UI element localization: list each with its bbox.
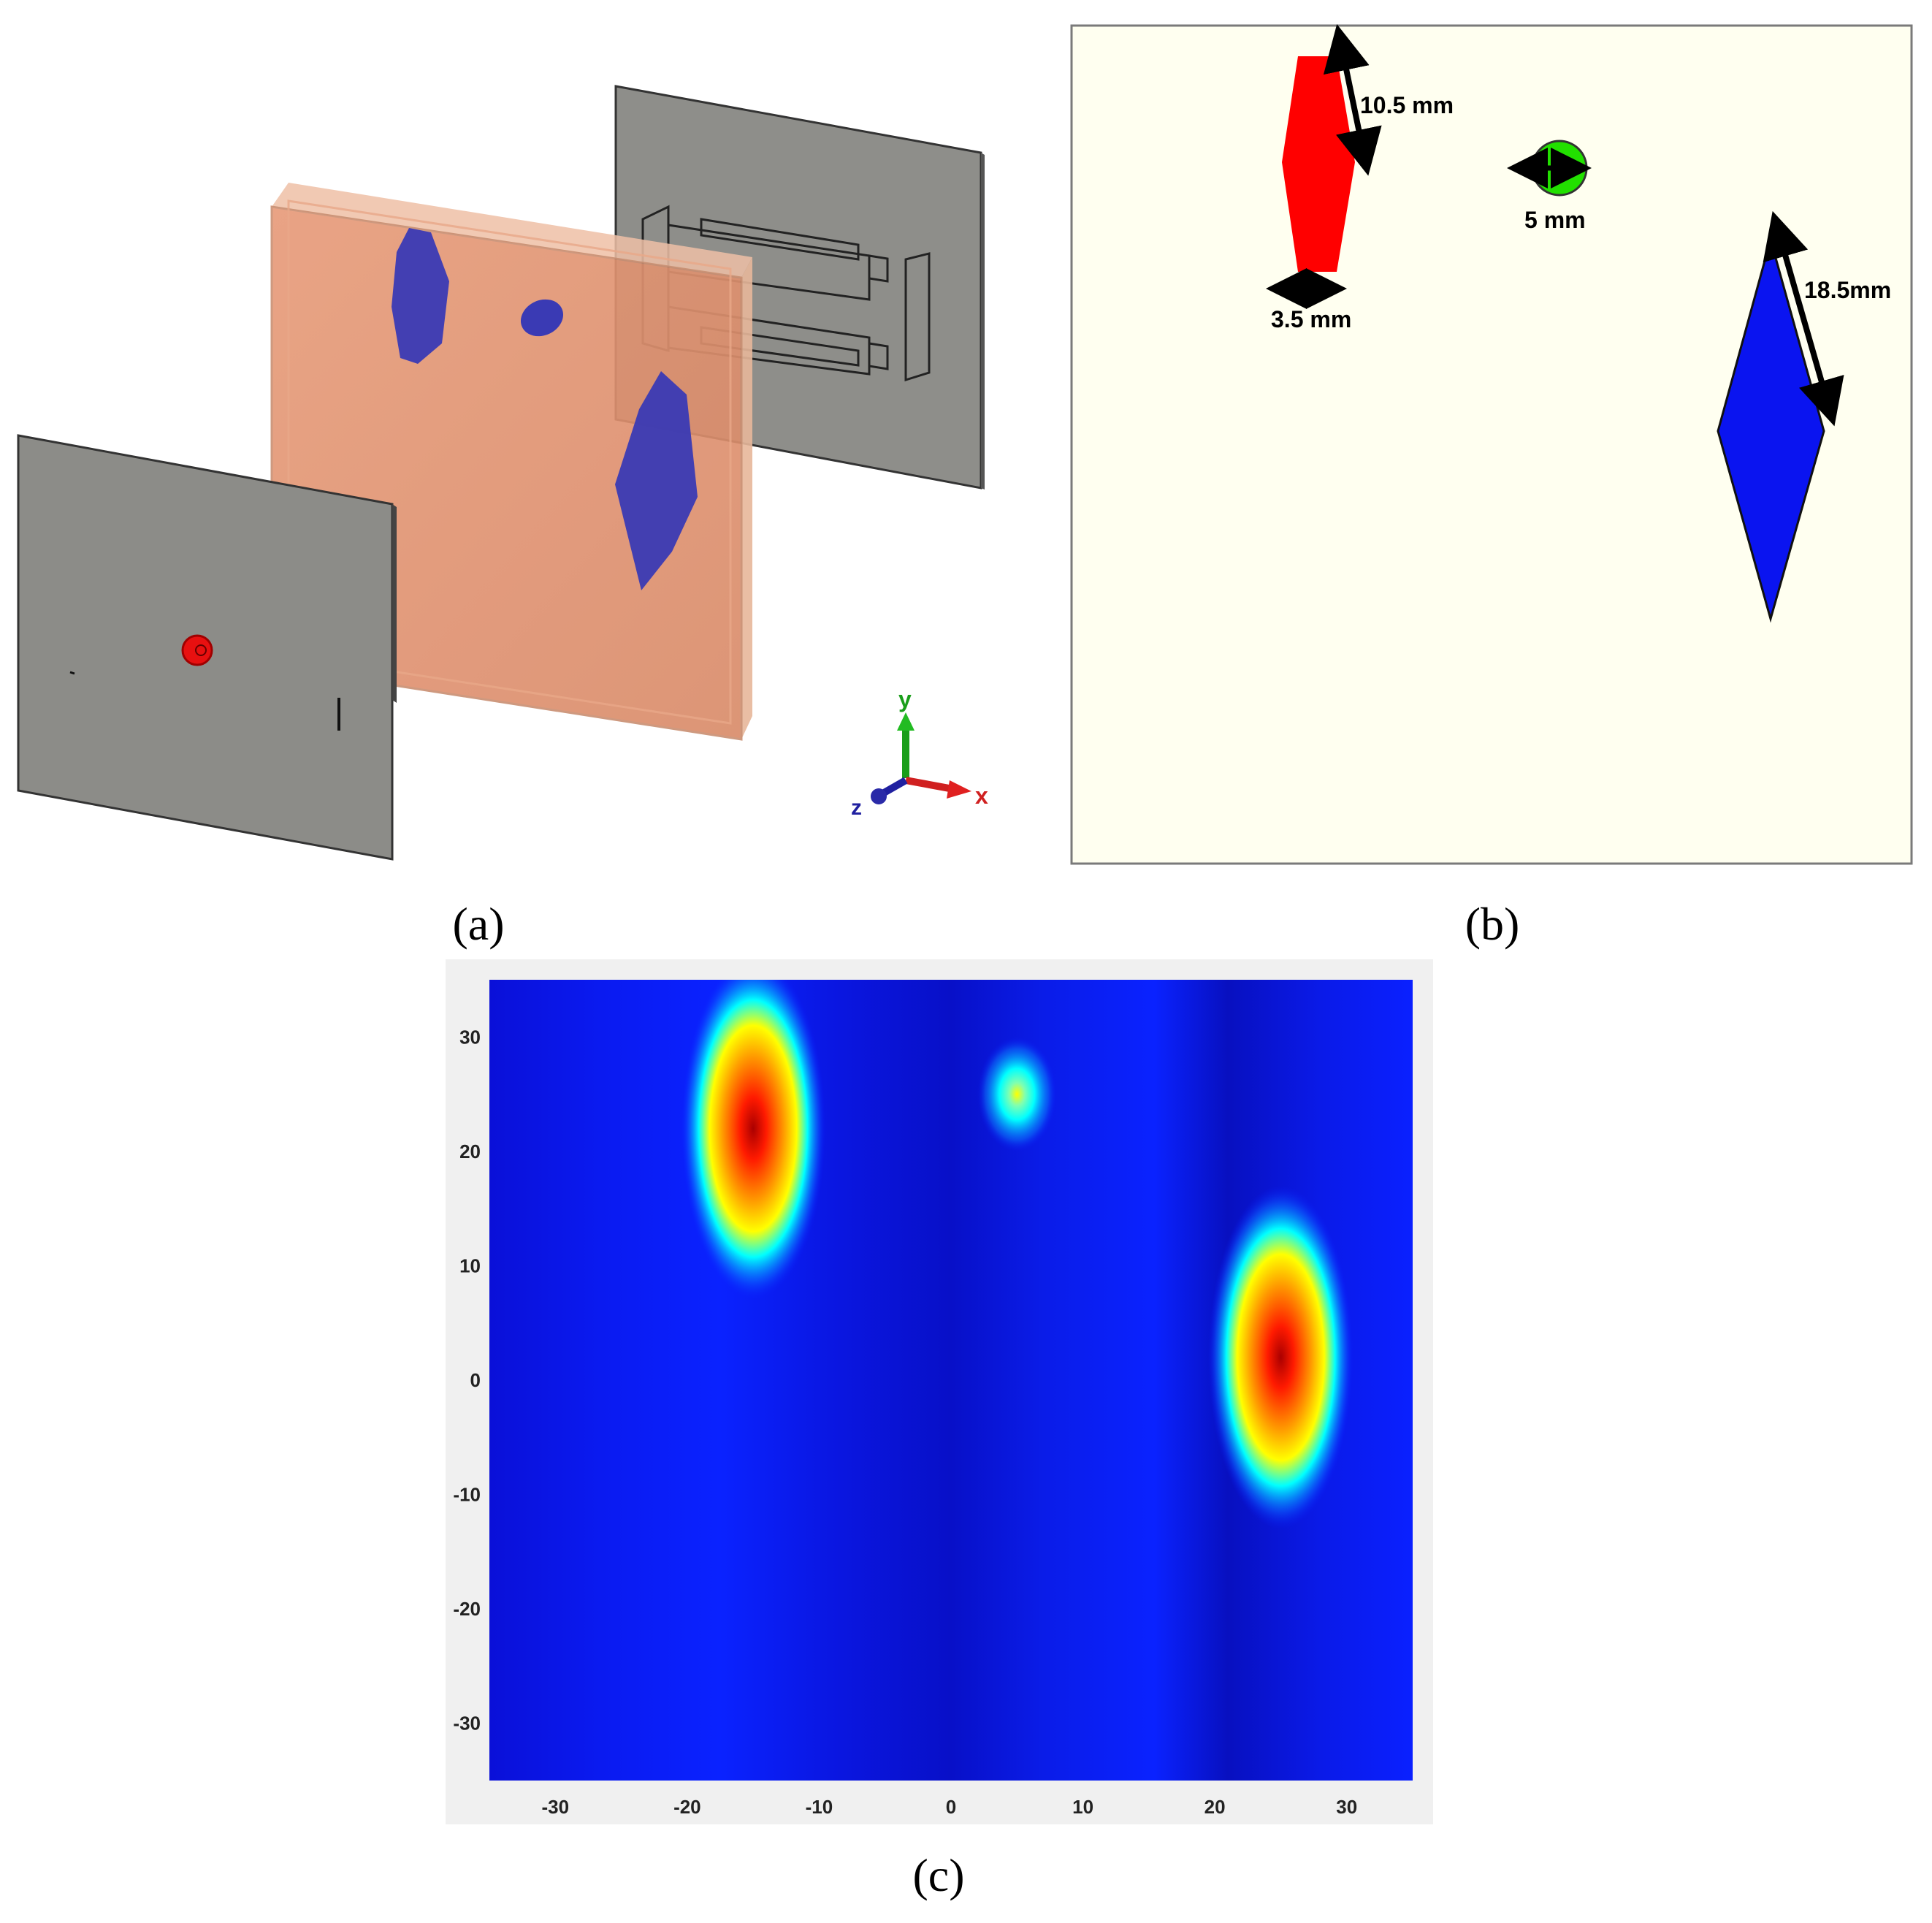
green-diameter-label: 5 mm xyxy=(1524,207,1586,233)
y-tick-label: -30 xyxy=(453,1713,481,1734)
caption-a: (a) xyxy=(452,898,505,950)
x-tick-label: -20 xyxy=(673,1796,701,1818)
x-tick-label: 0 xyxy=(946,1796,956,1818)
heatmap-hotspots xyxy=(680,980,1353,1529)
x-tick-label: -30 xyxy=(541,1796,569,1818)
purple-diamond-target xyxy=(615,371,698,590)
heatmap-hotspot xyxy=(977,1037,1057,1151)
heatmap-frame xyxy=(446,959,1433,1824)
panel-b-target-layout: 10.5 mm 3.5 mm 5 mm 18.5mm xyxy=(1070,23,1913,865)
y-tick-label: 10 xyxy=(459,1254,481,1276)
heatmap-hotspot xyxy=(680,980,826,1301)
blue-length-label: 18.5mm xyxy=(1804,277,1891,303)
axes-gizmo: y x z xyxy=(851,686,988,820)
y-tick-label: 20 xyxy=(459,1141,481,1162)
purple-capsule-target xyxy=(520,299,564,337)
y-tick-label: 0 xyxy=(470,1369,481,1391)
x-tick-label: 10 xyxy=(1072,1796,1093,1818)
blue-length-arrow xyxy=(1763,210,1844,427)
panel-a-3d-model: y x z xyxy=(17,85,988,861)
heatmap-hotspot xyxy=(1208,1185,1353,1529)
x-tick-labels: -30 -20 -10 0 10 20 30 xyxy=(541,1796,1357,1818)
caption-c: (c) xyxy=(912,1849,965,1901)
axis-x-label: x xyxy=(975,782,988,809)
caption-b: (b) xyxy=(1465,898,1520,950)
x-tick-label: 20 xyxy=(1204,1796,1226,1818)
axis-z-label: z xyxy=(851,796,862,820)
red-height-arrow xyxy=(1323,23,1382,176)
red-width-label: 3.5 mm xyxy=(1271,306,1351,332)
y-tick-label: -20 xyxy=(453,1598,481,1620)
axis-y-label: y xyxy=(898,686,912,712)
y-tick-label: -10 xyxy=(453,1484,481,1506)
red-height-label: 10.5 mm xyxy=(1360,92,1454,118)
y-tick-labels: 30 20 10 0 -10 -20 -30 xyxy=(453,1026,481,1734)
red-feed-source xyxy=(181,634,213,666)
x-tick-label: 30 xyxy=(1336,1796,1357,1818)
purple-hexagon-target xyxy=(392,228,449,364)
x-tick-label: -10 xyxy=(806,1796,833,1818)
heatmap-plot-area xyxy=(489,980,1413,1781)
y-tick-label: 30 xyxy=(459,1026,481,1048)
